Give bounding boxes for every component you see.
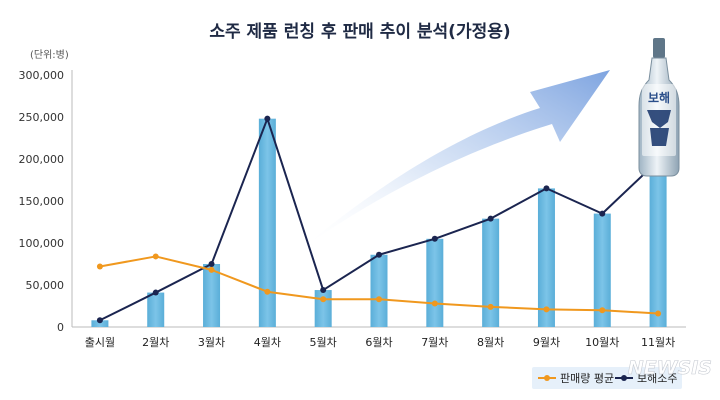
y-tick-label: 50,000: [26, 279, 65, 292]
bars: [91, 118, 667, 328]
x-tick-label: 7월차: [421, 336, 448, 349]
y-tick-label: 300,000: [19, 69, 65, 82]
point-bohae: [152, 289, 159, 296]
bar: [370, 254, 388, 327]
point-bohae: [599, 210, 606, 217]
point-bohae: [376, 251, 382, 258]
y-tick-label: 200,000: [19, 153, 65, 166]
soju-bottle-image: 보해: [638, 38, 680, 177]
point-average: [655, 310, 662, 317]
bar: [649, 160, 667, 327]
legend-label-bohae: 보해소주: [637, 371, 677, 385]
x-tick-label: 2월차: [142, 336, 169, 349]
point-average: [599, 307, 606, 314]
point-average: [320, 296, 327, 303]
bar: [482, 218, 500, 327]
x-tick-label: 8월차: [477, 336, 504, 349]
bar: [537, 188, 555, 327]
chart-title: 소주 제품 런칭 후 판매 추이 분석(가정용): [209, 21, 510, 42]
point-bohae: [264, 115, 271, 122]
bar: [314, 290, 332, 327]
bar: [593, 213, 611, 327]
point-average: [152, 253, 159, 260]
bar: [91, 320, 109, 327]
point-bohae: [543, 185, 550, 192]
bar: [426, 238, 444, 327]
x-tick-label: 4월차: [254, 336, 281, 349]
point-average: [376, 296, 382, 303]
x-tick-label: 출시월: [85, 336, 115, 349]
y-tick-label: 150,000: [19, 195, 65, 208]
point-average: [487, 303, 494, 310]
point-bohae: [487, 215, 494, 222]
bar: [147, 292, 165, 327]
x-ticks: 출시월 2월차 3월차 4월차 5월차 6월차 7월차 8월차 9월차 10월차 11월차: [85, 336, 675, 349]
rising-arrow: [300, 70, 610, 250]
y-tick-label: 250,000: [19, 111, 65, 124]
bar: [258, 118, 276, 328]
watermark: NEWSIS: [628, 357, 712, 379]
x-tick-label: 3월차: [198, 336, 225, 349]
point-bohae: [96, 317, 103, 324]
point-average: [431, 300, 438, 307]
y-tick-label: 0: [57, 321, 64, 334]
x-tick-label: 10월차: [585, 336, 619, 349]
point-average: [208, 266, 215, 273]
point-bohae: [431, 235, 438, 242]
point-average: [264, 288, 271, 295]
y-tick-label: 100,000: [19, 237, 65, 250]
x-tick-label: 5월차: [310, 336, 337, 349]
legend-label-avg: 판매량 평균: [560, 372, 614, 385]
bottle-label: 보해: [648, 91, 670, 105]
x-tick-label: 9월차: [533, 336, 560, 349]
point-average: [96, 263, 103, 270]
unit-label: (단위:병): [30, 48, 69, 61]
legend: 판매량 평균 보해소주: [532, 367, 682, 389]
y-ticks: 0 50,000 100,000 150,000 200,000 250,000 300,0…: [19, 69, 65, 334]
bar: [203, 264, 221, 327]
x-tick-label: 6월차: [365, 336, 392, 349]
point-average: [543, 306, 550, 313]
point-bohae: [208, 261, 215, 267]
point-bohae: [320, 287, 327, 294]
x-tick-label: 11월차: [641, 336, 675, 349]
